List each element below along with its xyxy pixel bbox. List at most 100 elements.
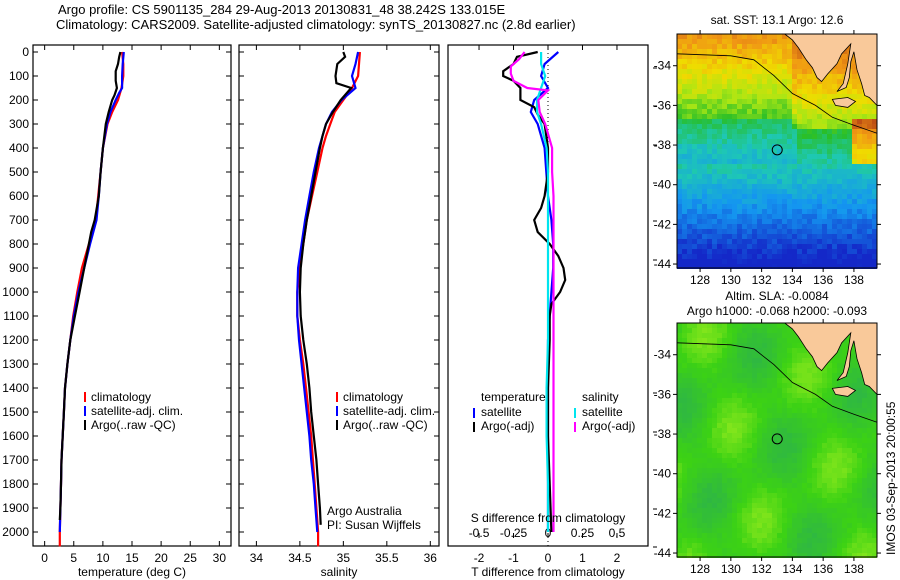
map-cell <box>852 543 857 548</box>
map-cell <box>817 99 822 104</box>
map-cell <box>707 553 712 558</box>
map-cell <box>812 473 817 478</box>
map-cell <box>782 538 787 543</box>
map-cell <box>857 528 862 533</box>
map-cell <box>757 338 762 343</box>
map-cell <box>772 448 777 453</box>
map-cell <box>682 463 687 468</box>
map-cell <box>757 418 762 423</box>
map-cell <box>707 164 712 169</box>
map-cell <box>782 134 787 139</box>
map-cell <box>707 219 712 224</box>
map-cell <box>737 149 742 154</box>
lon-tick-label: 136 <box>813 562 833 576</box>
map-cell <box>682 373 687 378</box>
map-cell <box>827 448 832 453</box>
map-cell <box>697 104 702 109</box>
map-cell <box>802 84 807 89</box>
map-cell <box>797 104 802 109</box>
map-cell <box>852 438 857 443</box>
x-tick-label: 36 <box>424 551 438 565</box>
map-cell <box>772 89 777 94</box>
map-cell <box>807 413 812 418</box>
map-cell <box>867 214 872 219</box>
map-cell <box>817 164 822 169</box>
map-cell <box>727 433 732 438</box>
map-cell <box>702 139 707 144</box>
temperature-series-2 <box>58 51 122 521</box>
map-cell <box>772 154 777 159</box>
map-cell <box>847 403 852 408</box>
map-cell <box>702 109 707 114</box>
map-cell <box>827 538 832 543</box>
map-cell <box>827 144 832 149</box>
map-cell <box>832 149 837 154</box>
map-cell <box>777 403 782 408</box>
map-cell <box>782 358 787 363</box>
map-cell <box>817 483 822 488</box>
map-cell <box>837 358 842 363</box>
map-cell <box>682 428 687 433</box>
map-cell <box>727 468 732 473</box>
map-cell <box>777 114 782 119</box>
map-cell <box>757 104 762 109</box>
map-cell <box>697 39 702 44</box>
map-cell <box>847 79 852 84</box>
map-cell <box>807 219 812 224</box>
map-cell <box>777 229 782 234</box>
map-cell <box>777 109 782 114</box>
map-cell <box>807 468 812 473</box>
annotation-pi: PI: Susan Wijffels <box>327 518 421 532</box>
map-cell <box>707 523 712 528</box>
map-cell <box>727 343 732 348</box>
map-cell <box>737 184 742 189</box>
map-cell <box>752 104 757 109</box>
map-cell <box>757 518 762 523</box>
map-cell <box>677 64 682 69</box>
map-cell <box>737 164 742 169</box>
map-cell <box>737 104 742 109</box>
map-cell <box>727 179 732 184</box>
map-cell <box>722 44 727 49</box>
map-cell <box>712 89 717 94</box>
map-cell <box>732 488 737 493</box>
map-cell <box>777 234 782 239</box>
map-cell <box>837 523 842 528</box>
differences-series-3 <box>509 51 555 532</box>
map-cell <box>687 154 692 159</box>
map-cell <box>822 84 827 89</box>
map-cell <box>787 74 792 79</box>
map-cell <box>752 224 757 229</box>
map-cell <box>837 84 842 89</box>
map-cell <box>752 498 757 503</box>
map-cell <box>782 333 787 338</box>
map-cell <box>712 523 717 528</box>
map-cell <box>797 348 802 353</box>
map-cell <box>807 543 812 548</box>
map-cell <box>732 513 737 518</box>
map-cell <box>797 508 802 513</box>
map-cell <box>812 154 817 159</box>
map-cell <box>762 89 767 94</box>
map-cell <box>717 488 722 493</box>
map-cell <box>847 463 852 468</box>
map-cell <box>722 159 727 164</box>
map-cell <box>762 169 767 174</box>
map-cell <box>827 423 832 428</box>
map-cell <box>707 209 712 214</box>
map-cell <box>707 408 712 413</box>
map-cell <box>737 513 742 518</box>
map-cell <box>827 513 832 518</box>
map-cell <box>842 413 847 418</box>
map-cell <box>722 114 727 119</box>
map-cell <box>827 373 832 378</box>
map-cell <box>712 393 717 398</box>
map-cell <box>837 224 842 229</box>
depth-tick-label: 1800 <box>2 477 29 491</box>
map-cell <box>857 119 862 124</box>
map-cell <box>682 403 687 408</box>
map-cell <box>697 503 702 508</box>
legend-swatch <box>574 408 576 418</box>
map-cell <box>837 483 842 488</box>
